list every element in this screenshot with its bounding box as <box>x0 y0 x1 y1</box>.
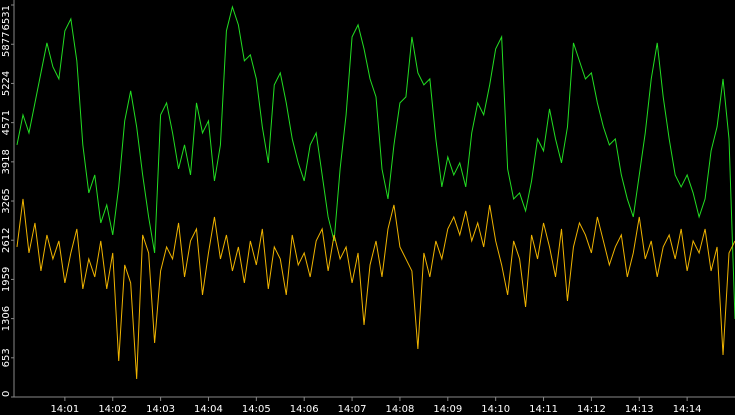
y-tick-label: 1959 <box>1 267 12 292</box>
y-tick-label: 653 <box>1 348 12 367</box>
x-tick-label: 14:02 <box>98 404 127 415</box>
x-tick-label: 14:06 <box>290 404 319 415</box>
y-tick-label: 5224 <box>1 71 12 96</box>
x-tick-label: 14:10 <box>481 404 510 415</box>
y-tick-label: 1306 <box>1 306 12 331</box>
x-tick-label: 14:04 <box>194 404 223 415</box>
y-tick-label: 2612 <box>1 227 12 252</box>
x-tick-label: 14:05 <box>242 404 271 415</box>
y-tick-label: 3265 <box>1 188 12 213</box>
series-line <box>16 198 735 380</box>
y-tick-label: 3918 <box>1 149 12 174</box>
x-tick-label: 14:14 <box>673 404 702 415</box>
x-tick-label: 14:13 <box>625 404 654 415</box>
series-line <box>16 5 735 319</box>
x-tick-label: 14:11 <box>529 404 558 415</box>
x-tick-label: 14:01 <box>50 404 79 415</box>
y-tick-label: 6531 <box>1 5 12 30</box>
x-tick-label: 14:03 <box>146 404 175 415</box>
x-tick-label: 14:08 <box>386 404 415 415</box>
y-tick-label: 0 <box>1 391 12 397</box>
y-tick-label: 4571 <box>1 110 12 135</box>
x-tick-label: 14:12 <box>577 404 606 415</box>
x-tick-label: 14:09 <box>433 404 462 415</box>
x-tick-label: 14:07 <box>338 404 367 415</box>
y-tick-label: 5877 <box>1 32 12 57</box>
